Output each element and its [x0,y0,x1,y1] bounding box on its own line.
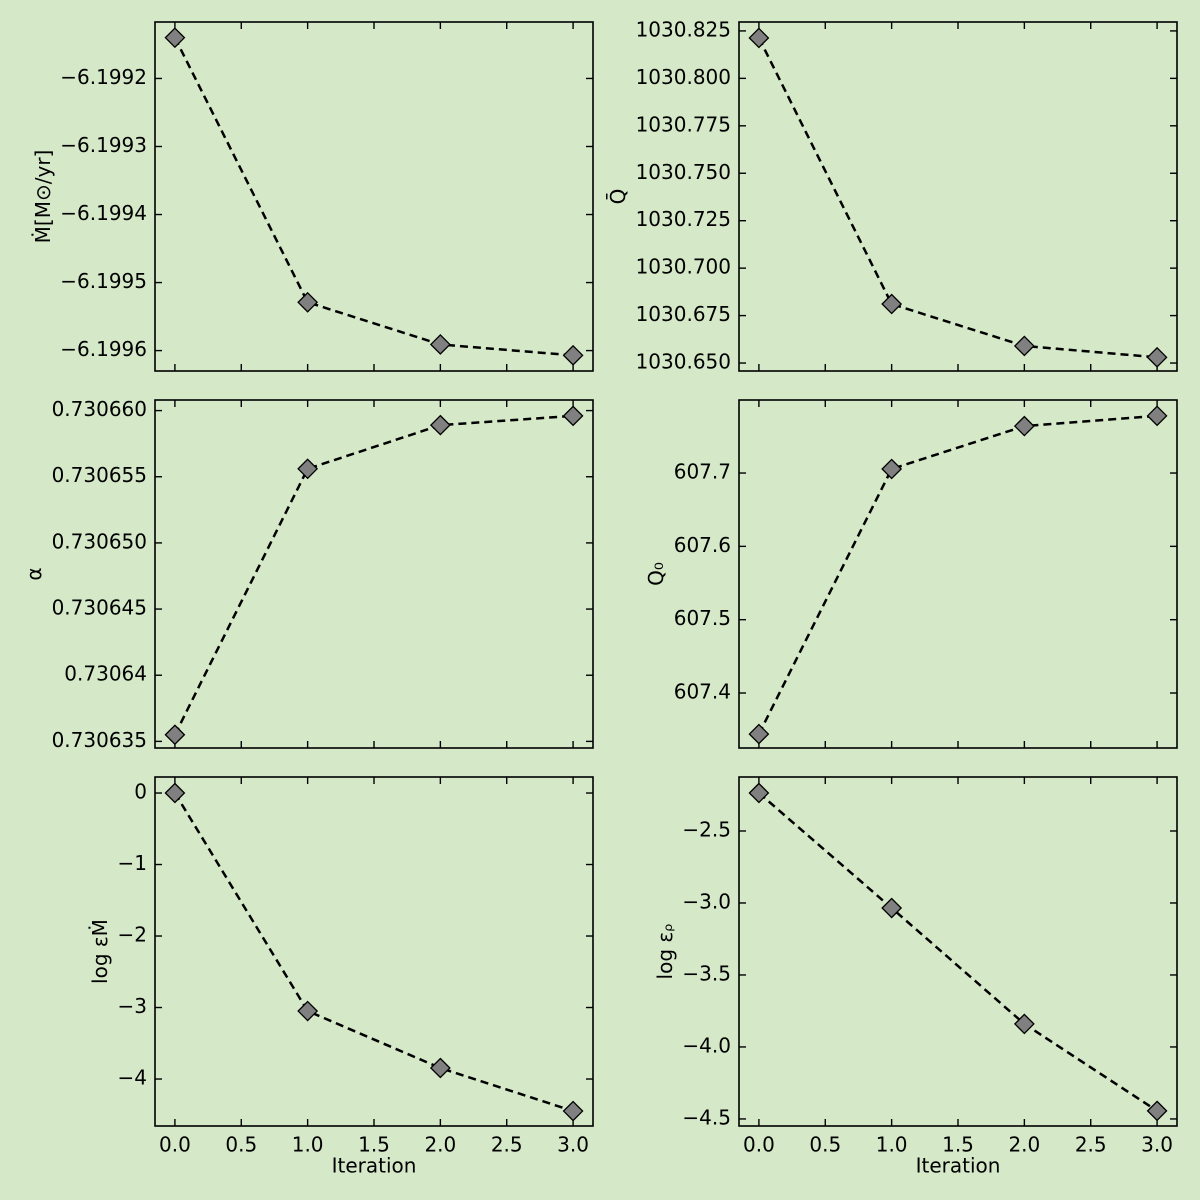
y-tick-label: 607.5 [674,606,731,630]
y-tick-label: −2.5 [682,817,731,841]
y-tick-label: 1030.725 [636,207,731,231]
marker [429,414,451,436]
marker [748,723,770,745]
y-axis-label: Q̄ [605,189,630,205]
marker [1013,335,1035,357]
marker [1146,346,1168,368]
y-tick-label: 0 [134,780,147,804]
marker [429,1057,451,1079]
x-axis-label: Iteration [916,1154,1001,1178]
marker [164,27,186,49]
y-axis-label: α [22,567,46,580]
marker [562,1100,584,1122]
y-axis-label: log εᵨ [653,924,677,980]
marker [881,897,903,919]
y-tick-label: 1030.650 [636,350,731,374]
x-tick-label: 0.5 [225,1133,257,1157]
x-tick-label: 3.0 [1141,1133,1173,1157]
y-tick-label: −4.5 [682,1105,731,1129]
marker [1146,1100,1168,1122]
y-tick-label: −1 [118,851,147,875]
y-tick-label: 1030.700 [636,255,731,279]
x-tick-label: 1.0 [292,1133,324,1157]
data-line [757,414,1158,735]
y-tick-label: 0.73064 [64,662,147,686]
marker [562,344,584,366]
y-axis-label: Q₀ [644,562,668,586]
x-tick-label: 0.5 [809,1133,841,1157]
y-tick-label: −3.0 [682,889,731,913]
y-tick-label: 1030.825 [636,17,731,41]
marker [297,458,319,480]
y-tick-label: 607.7 [674,460,731,484]
y-tick-label: −2 [118,923,147,947]
y-tick-label: 0.730645 [52,596,147,620]
y-axis-label: log εṀ [88,919,112,984]
y-tick-label: 1030.800 [636,65,731,89]
y-tick-label: −6.1996 [60,337,147,361]
y-tick-label: 0.730650 [52,529,147,553]
marker [881,458,903,480]
marker [1013,1013,1035,1035]
y-tick-label: 607.4 [674,680,731,704]
marker [1146,405,1168,427]
y-tick-label: −3.5 [682,961,731,985]
x-tick-label: 2.0 [424,1133,456,1157]
marker [748,27,770,49]
y-tick-label: −6.1993 [60,133,147,157]
y-axis-label: Ṁ[M⊙/yr] [31,150,55,244]
x-tick-label: 2.5 [1075,1133,1107,1157]
marker [429,334,451,355]
y-tick-label: 0.730655 [52,463,147,487]
marker [164,782,186,804]
marker [881,293,903,315]
y-tick-label: 0.730660 [52,397,147,421]
marker [562,405,584,427]
data-line [173,37,574,357]
marker [297,291,319,313]
y-tick-label: 1030.775 [636,112,731,136]
y-tick-label: −6.1995 [60,269,147,293]
y-tick-label: 0.730635 [52,728,147,752]
x-tick-label: 1.5 [942,1133,974,1157]
data-line [173,792,574,1113]
y-tick-label: −6.1992 [60,65,147,89]
marker [297,1000,319,1022]
y-tick-label: −4 [118,1066,147,1090]
y-tick-label: −3 [118,994,147,1018]
y-tick-label: −6.1994 [60,201,147,225]
x-tick-label: 0.0 [159,1133,191,1157]
y-tick-label: 1030.675 [636,302,731,326]
marker [748,782,770,804]
x-tick-label: 0.0 [743,1133,775,1157]
data-line [757,37,1158,359]
x-tick-label: 1.0 [876,1133,908,1157]
y-tick-label: 1030.750 [636,160,731,184]
y-tick-label: −4.0 [682,1033,731,1057]
marker [164,724,186,746]
x-tick-label: 3.0 [557,1133,589,1157]
x-tick-label: 1.5 [358,1133,390,1157]
data-line [758,792,1158,1112]
data-line [173,414,574,736]
marker [1013,415,1035,437]
x-tick-label: 2.5 [491,1133,523,1157]
x-axis-label: Iteration [332,1154,417,1178]
x-tick-label: 2.0 [1008,1133,1040,1157]
y-tick-label: 607.6 [674,533,731,557]
